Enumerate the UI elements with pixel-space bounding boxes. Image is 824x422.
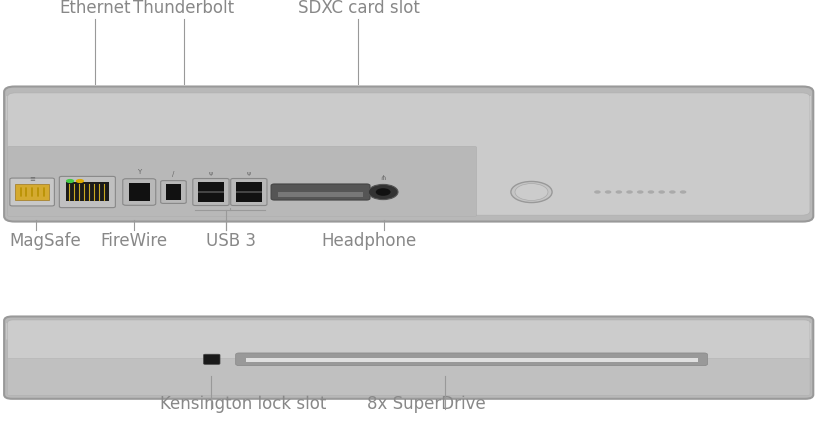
FancyBboxPatch shape [7,320,810,395]
FancyBboxPatch shape [4,87,813,222]
FancyBboxPatch shape [7,323,811,340]
FancyBboxPatch shape [123,179,156,206]
Circle shape [368,184,398,200]
Bar [66,182,109,201]
FancyBboxPatch shape [59,176,115,208]
Bar [236,182,262,202]
Bar [198,191,224,193]
Circle shape [594,190,601,194]
Bar [236,191,262,193]
Text: Ethernet: Ethernet [59,0,130,17]
Bar [129,183,150,201]
Text: ≡: ≡ [29,176,35,182]
Circle shape [658,190,665,194]
Circle shape [511,181,552,203]
FancyBboxPatch shape [231,179,267,206]
Text: Kensington lock slot: Kensington lock slot [160,395,326,413]
FancyBboxPatch shape [193,179,229,206]
Text: ψ: ψ [381,173,386,179]
Bar [198,182,224,202]
FancyBboxPatch shape [236,353,708,365]
FancyBboxPatch shape [161,181,186,203]
Circle shape [626,190,633,194]
Circle shape [648,190,654,194]
FancyBboxPatch shape [10,178,54,206]
Circle shape [680,190,686,194]
Circle shape [76,179,84,183]
FancyBboxPatch shape [7,93,810,215]
Circle shape [376,188,391,196]
Text: USB 3: USB 3 [206,232,255,250]
FancyBboxPatch shape [271,184,370,200]
Text: Headphone: Headphone [321,232,417,250]
Text: FireWire: FireWire [101,232,168,250]
Text: Thunderbolt: Thunderbolt [133,0,234,17]
Bar [166,184,181,200]
Text: MagSafe: MagSafe [9,232,82,250]
Text: ψ: ψ [208,170,213,176]
FancyBboxPatch shape [7,358,810,395]
Circle shape [605,190,611,194]
Circle shape [669,190,676,194]
Circle shape [515,184,548,200]
Bar [15,184,49,200]
FancyBboxPatch shape [4,316,813,399]
Circle shape [637,190,644,194]
FancyBboxPatch shape [204,354,220,364]
Text: 8x SuperDrive: 8x SuperDrive [368,395,486,413]
Circle shape [66,179,74,183]
Text: ψ: ψ [246,170,251,176]
Bar [246,358,698,362]
Text: SDXC card slot: SDXC card slot [297,0,419,17]
Bar [278,192,363,197]
FancyBboxPatch shape [7,96,811,120]
Text: /: / [172,171,175,177]
FancyBboxPatch shape [7,146,477,216]
Circle shape [616,190,622,194]
Text: Y: Y [137,169,142,176]
